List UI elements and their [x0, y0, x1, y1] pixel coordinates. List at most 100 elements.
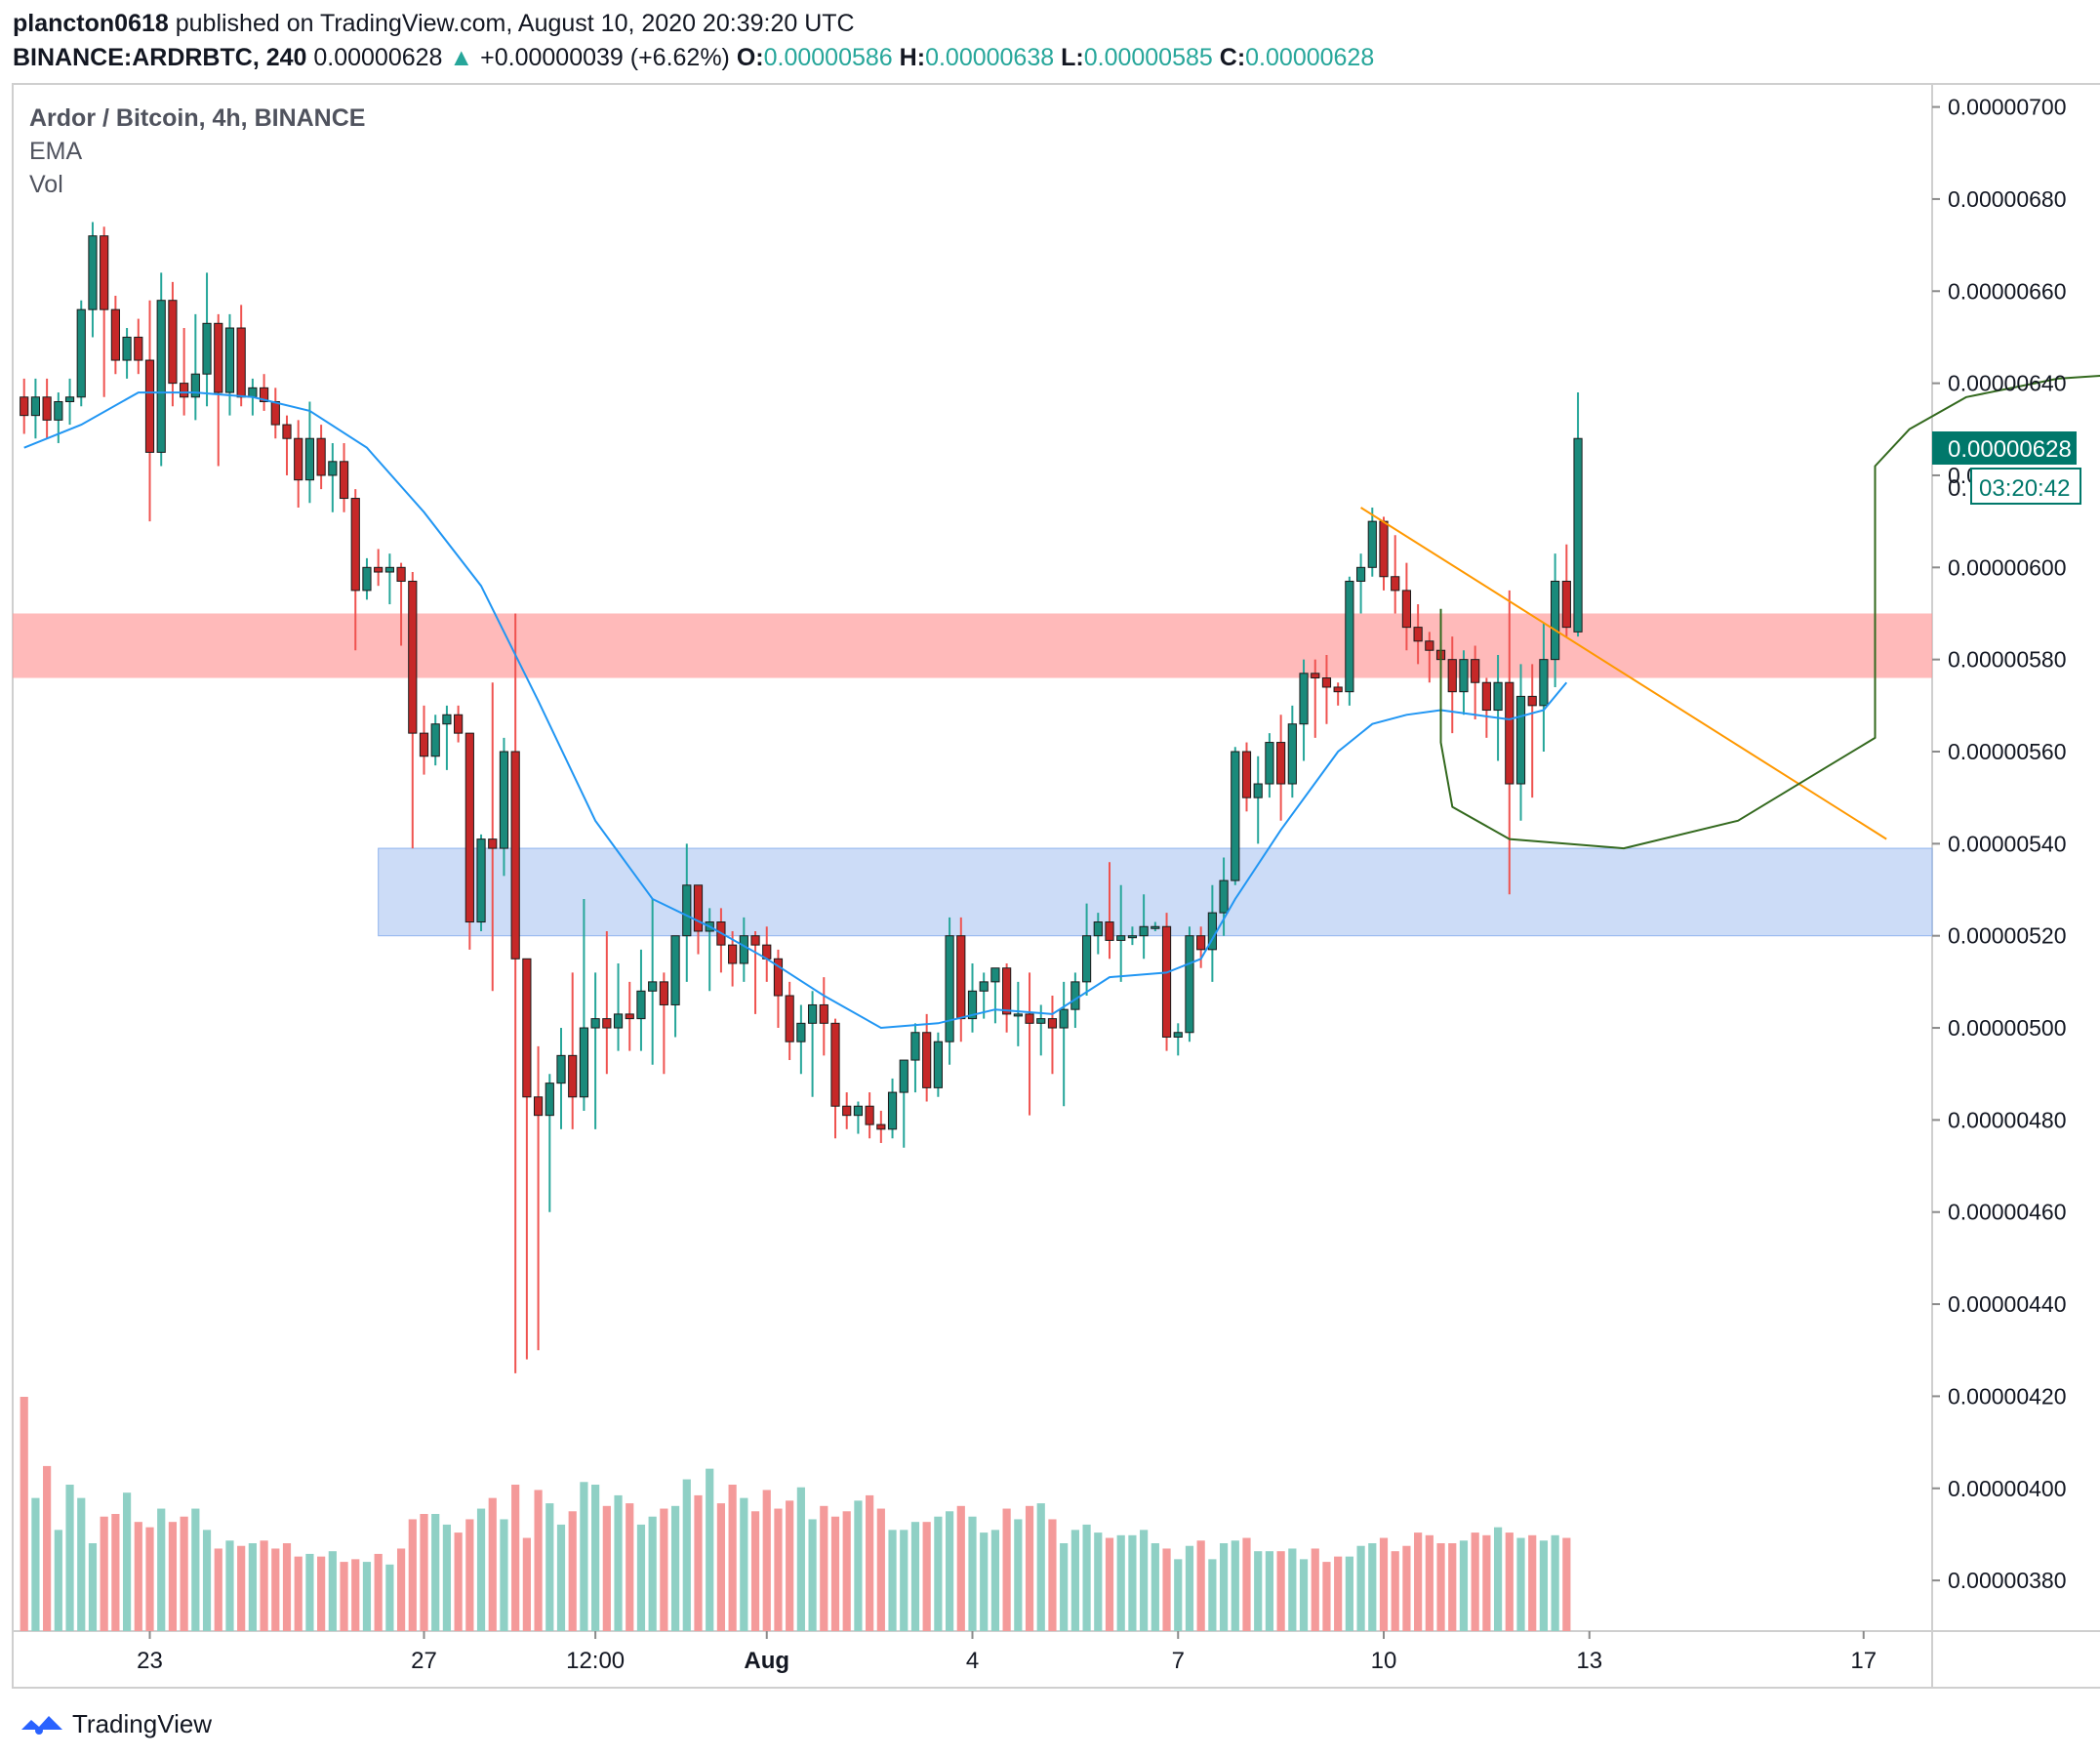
- volume-bar: [1116, 1534, 1125, 1631]
- price-tick-label: 0.00000600: [1948, 554, 2067, 580]
- volume-bar: [122, 1492, 132, 1631]
- candle-body: [64, 396, 75, 402]
- candle-body: [100, 235, 109, 310]
- candle-body: [454, 714, 464, 734]
- price-tick-label: 0.00000660: [1948, 278, 2067, 304]
- candle-body: [979, 981, 989, 992]
- candle-body: [1081, 935, 1092, 983]
- candle-body: [270, 400, 280, 426]
- price-axis[interactable]: 0.00000700 0.00000680 0.00000660 0.00000640…: [1932, 95, 2067, 1594]
- volume-bar: [820, 1505, 828, 1631]
- price-tick-label: 0.00000520: [1948, 923, 2067, 949]
- volume-bar: [1471, 1532, 1479, 1631]
- candle-body: [476, 838, 486, 923]
- candle-body: [807, 1003, 818, 1024]
- volume-bar: [1391, 1551, 1399, 1631]
- volume-bar: [1174, 1559, 1183, 1631]
- candle-body: [853, 1105, 864, 1117]
- volume-bar: [1402, 1545, 1411, 1631]
- volume-bar: [786, 1500, 794, 1631]
- drawings-layer: [1360, 375, 2100, 850]
- candle-body: [134, 336, 143, 361]
- candle-body: [339, 461, 349, 500]
- volume-bar: [1265, 1551, 1274, 1631]
- volume-bar: [476, 1508, 486, 1631]
- candle-body: [670, 935, 680, 1005]
- candle-body: [1333, 686, 1343, 693]
- volume-bar: [431, 1514, 440, 1631]
- candle-body: [1070, 981, 1080, 1010]
- candle-body: [876, 1124, 886, 1130]
- volume-bar: [31, 1497, 40, 1631]
- volume-bar: [774, 1508, 783, 1631]
- publisher-name[interactable]: plancton0618: [13, 10, 169, 37]
- time-tick-label: 27: [411, 1648, 437, 1674]
- countdown-text: 03:20:42: [1979, 475, 2070, 502]
- volume-bar: [374, 1553, 383, 1631]
- time-axis[interactable]: 23 27 12:00 Aug 4 7 10 13 17: [137, 1631, 1877, 1674]
- candle-body: [1276, 742, 1286, 785]
- candle-body: [1527, 695, 1537, 707]
- volume-bar: [1414, 1532, 1423, 1631]
- tradingview-brand[interactable]: TradingView: [72, 1708, 213, 1738]
- volume-bar: [1254, 1551, 1263, 1631]
- candle-body: [1367, 520, 1377, 568]
- volume-bar: [1356, 1545, 1365, 1631]
- candle-body: [1311, 673, 1320, 679]
- volume-bar: [465, 1519, 474, 1631]
- price-tick-label: 0.00000380: [1948, 1568, 2067, 1593]
- volume-bar: [626, 1503, 634, 1631]
- volume-bar: [282, 1543, 292, 1631]
- candle-body: [1539, 659, 1549, 707]
- high-value: 0.00000638: [925, 44, 1055, 71]
- volume-bar: [225, 1540, 234, 1631]
- candle-body: [945, 935, 954, 1042]
- volume-bar: [750, 1511, 760, 1631]
- candle-body: [910, 1032, 920, 1061]
- tradingview-logo-icon[interactable]: [20, 1712, 64, 1736]
- partial-tick-label: 0.: [1948, 475, 1967, 502]
- volume-bar: [157, 1508, 166, 1631]
- candle-body: [1127, 935, 1138, 939]
- legend-vol[interactable]: Vol: [29, 171, 63, 198]
- volume-bar: [545, 1503, 554, 1631]
- candle-body: [328, 461, 338, 476]
- volume-bar: [408, 1519, 417, 1631]
- volume-bar: [385, 1564, 394, 1631]
- candles-layer: [20, 222, 1583, 1373]
- volume-bar: [317, 1556, 326, 1631]
- volume-bar: [88, 1543, 98, 1631]
- volume-bar: [808, 1519, 817, 1631]
- volume-bar: [636, 1524, 646, 1631]
- volume-bar: [54, 1530, 62, 1631]
- candle-body: [350, 498, 360, 592]
- candle-body: [419, 732, 429, 757]
- volume-bar: [340, 1562, 348, 1631]
- candle-body: [773, 958, 784, 997]
- volume-layer: [20, 1397, 1571, 1631]
- candle-body: [533, 1096, 544, 1117]
- time-tick-label: 4: [966, 1648, 979, 1674]
- change-value: +0.00000039 (+6.62%): [480, 44, 730, 71]
- candle-body: [1471, 659, 1480, 683]
- volume-bar: [980, 1532, 989, 1631]
- change-arrow-icon: ▲: [449, 44, 474, 71]
- candle-body: [1551, 580, 1560, 661]
- volume-bar: [1048, 1519, 1057, 1631]
- volume-bar: [934, 1516, 943, 1631]
- volume-bar: [740, 1497, 748, 1631]
- candle-body: [865, 1105, 874, 1125]
- candle-body: [1013, 1013, 1023, 1017]
- candle-body: [568, 1054, 578, 1098]
- candle-body: [316, 437, 326, 476]
- legend-ema[interactable]: EMA: [29, 138, 83, 165]
- candle-body: [1036, 1018, 1046, 1024]
- volume-bar: [191, 1508, 200, 1631]
- last-price-badge-text: 0.00000628: [1948, 436, 2072, 463]
- volume-bar: [351, 1559, 360, 1631]
- price-tick-label: 0.00000440: [1948, 1291, 2067, 1317]
- candle-body: [1116, 935, 1126, 941]
- close-label: C:: [1219, 44, 1246, 71]
- candle-body: [579, 1027, 589, 1098]
